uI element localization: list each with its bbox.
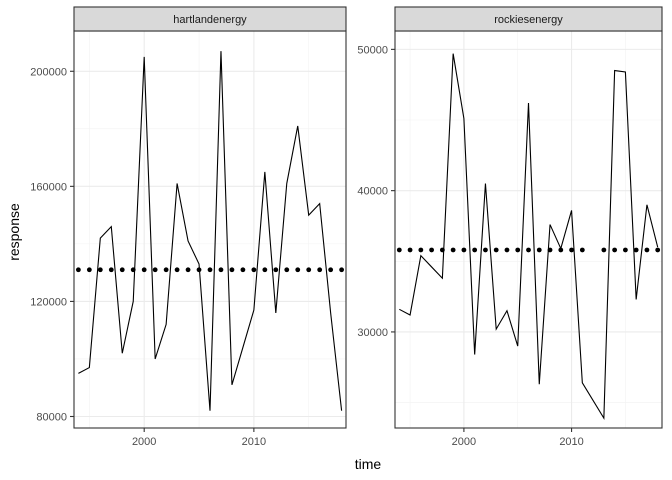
panel-rockiesenergy: rockiesenergy 2000 2010 30000 40000 50000 [357, 6, 663, 448]
series-point [536, 247, 542, 253]
series-point [262, 267, 268, 273]
series-point [504, 247, 510, 253]
series-point [108, 267, 114, 273]
series-point [174, 267, 180, 273]
y-tick-label: 160000 [30, 181, 67, 193]
series-point [579, 247, 585, 253]
panel-hartlandenergy: hartlandenergy 2000 2010 80000 120000 160000 2… [30, 6, 347, 448]
y-tick-label: 120000 [30, 296, 67, 308]
series-point [644, 247, 650, 253]
series-point [86, 267, 92, 273]
series-point [328, 267, 334, 273]
series-point [439, 247, 445, 253]
series-point [130, 267, 136, 273]
plot-background [74, 31, 346, 428]
series-point [273, 267, 279, 273]
series-point [295, 267, 301, 273]
series-point [655, 247, 661, 253]
y-tick-label: 30000 [357, 327, 388, 339]
y-tick-label: 50000 [357, 44, 388, 56]
y-tick-label: 200000 [30, 66, 67, 78]
x-tick-label: 2010 [242, 436, 266, 448]
facet-strip [73, 6, 347, 32]
series-point [240, 267, 246, 273]
series-point [493, 247, 499, 253]
x-tick-label: 2010 [559, 436, 583, 448]
x-tick-label: 2000 [132, 436, 156, 448]
facet-strip-label: hartlandenergy [173, 14, 247, 26]
series-point [207, 267, 213, 273]
series-point [97, 267, 103, 273]
series-point [515, 247, 521, 253]
series-point [396, 247, 402, 253]
series-point [569, 247, 574, 253]
series-point [317, 267, 323, 273]
series-point [185, 267, 191, 273]
series-point [407, 247, 413, 253]
series-point [141, 267, 147, 273]
series-point [251, 267, 257, 273]
series-point [339, 267, 345, 273]
facet-strip-label: rockiesenergy [494, 14, 563, 26]
series-point [622, 247, 628, 253]
series-point [526, 247, 531, 253]
series-point [163, 267, 169, 273]
series-point [152, 267, 158, 273]
plot-background [395, 31, 662, 428]
y-tick-label: 40000 [357, 186, 388, 198]
series-point [558, 247, 564, 253]
series-point [450, 247, 456, 253]
series-point [472, 247, 478, 253]
facet-strip [394, 6, 663, 32]
y-axis-title: response [6, 203, 22, 261]
series-point [306, 267, 312, 273]
series-point [461, 247, 467, 253]
series-point [119, 267, 125, 273]
series-point [418, 247, 424, 253]
series-point [429, 247, 435, 253]
series-point [196, 267, 202, 273]
y-tick-label: 80000 [36, 411, 67, 423]
series-point [483, 247, 488, 253]
series-line [399, 53, 659, 420]
series-point [229, 267, 235, 273]
x-tick-label: 2000 [452, 436, 476, 448]
series-point [218, 267, 224, 273]
series-point [633, 247, 639, 253]
series-point [547, 247, 553, 253]
series-point [612, 247, 618, 253]
x-axis-title: time [355, 456, 382, 472]
series-point [75, 267, 81, 273]
series-line [78, 51, 343, 411]
series-point [284, 267, 290, 273]
series-point [601, 247, 607, 253]
